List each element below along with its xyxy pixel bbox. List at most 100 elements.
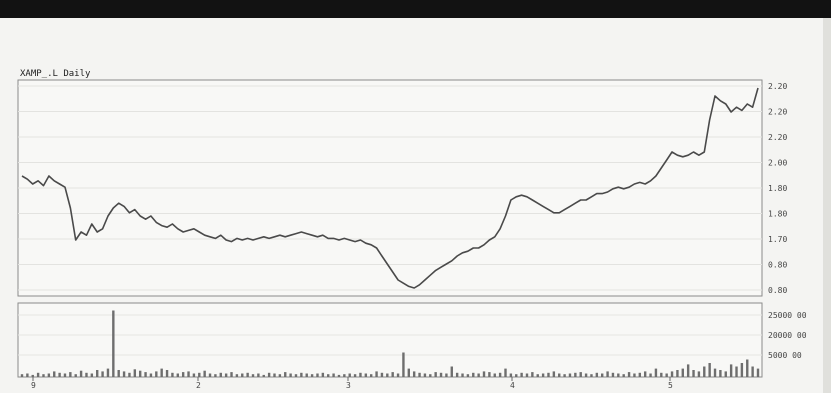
volume-bar (133, 369, 137, 377)
volume-bar (101, 371, 104, 377)
volume-bar (649, 373, 652, 377)
volume-bar (611, 372, 615, 377)
volume-bar (670, 371, 674, 377)
volume-bar (466, 374, 470, 377)
volume-bar (337, 374, 341, 377)
x-tick-label: 3 (346, 381, 351, 390)
volume-bar (638, 372, 642, 377)
volume-bar (224, 373, 228, 377)
price-y-tick-label: 2.20 (768, 82, 787, 91)
volume-bar (42, 374, 45, 377)
volume-bar (423, 373, 427, 377)
volume-bar (660, 372, 663, 377)
x-tick-label: 4 (510, 381, 515, 390)
volume-bar (729, 364, 733, 377)
volume-bar (289, 373, 292, 377)
volume-bar (181, 372, 185, 377)
volume-bar (36, 372, 40, 377)
volume-y-tick-label: 5000 00 (768, 351, 802, 360)
volume-bar (106, 368, 110, 377)
volume-bar (26, 373, 29, 377)
volume-bar (155, 371, 158, 377)
volume-bar (128, 372, 131, 377)
volume-bar (504, 368, 507, 377)
volume-bar (230, 372, 233, 377)
volume-bar (171, 372, 174, 377)
volume-bar (219, 372, 222, 377)
volume-bar (203, 370, 206, 377)
volume-bar (58, 372, 61, 377)
volume-bar (69, 372, 72, 377)
price-y-tick-label: 2.00 (768, 159, 787, 168)
volume-bar (434, 372, 437, 377)
volume-bar (284, 372, 287, 377)
volume-bar (267, 372, 271, 377)
volume-bar (633, 373, 636, 377)
volume-bar (316, 373, 319, 377)
volume-bar (348, 373, 351, 377)
top-dark-bar (0, 0, 831, 18)
volume-bar (617, 373, 620, 377)
volume-bar (686, 364, 690, 377)
volume-bar (622, 374, 625, 377)
x-tick-label: 5 (668, 381, 673, 390)
volume-bar (751, 366, 754, 377)
volume-bar (375, 371, 378, 377)
volume-bar (90, 373, 94, 377)
price-series-line (21, 87, 759, 289)
x-tick-label: 9 (31, 381, 36, 390)
volume-bar (53, 371, 56, 377)
volume-bar (713, 368, 717, 377)
volume-bar (402, 352, 405, 377)
volume-bar (606, 371, 609, 377)
volume-bar (235, 374, 239, 377)
volume-bar (450, 366, 453, 377)
volume-bar (515, 374, 518, 377)
volume-bar (681, 368, 684, 377)
volume-bar (676, 370, 679, 377)
volume-bar (396, 373, 400, 377)
volume-bar (305, 373, 308, 377)
volume-bar (654, 368, 658, 377)
volume-bar (117, 370, 120, 377)
volume-bar (353, 374, 357, 377)
volume-panel (17, 302, 763, 378)
volume-bar (439, 372, 443, 377)
volume-bar (138, 370, 142, 377)
volume-bar (509, 373, 513, 377)
volume-bar (735, 366, 738, 377)
volume-bar (20, 374, 24, 377)
volume-bar (85, 372, 88, 377)
price-y-tick-label: 2.20 (768, 133, 787, 142)
volume-bar (740, 363, 744, 377)
price-y-tick-label: 2.20 (768, 108, 787, 117)
volume-bar (79, 370, 83, 377)
volume-bar (719, 370, 722, 377)
volume-bar (407, 368, 411, 377)
volume-bar (214, 374, 217, 377)
volume-bar (482, 371, 486, 377)
volume-bar (176, 373, 179, 377)
volume-bar (364, 373, 368, 377)
volume-bar (257, 373, 260, 377)
price-y-tick-label: 1.80 (768, 184, 787, 193)
volume-bar (160, 368, 163, 377)
volume-bar (187, 371, 190, 377)
volume-bar (412, 371, 416, 377)
volume-bar (477, 373, 480, 377)
volume-bar (294, 374, 298, 377)
volume-bar (273, 373, 276, 377)
volume-bar (708, 363, 711, 377)
volume-bar (579, 372, 582, 377)
volume-bar (643, 371, 647, 377)
volume-bar (112, 310, 115, 377)
volume-bar (332, 373, 335, 377)
volume-bar (122, 371, 126, 377)
volume-bar (262, 374, 265, 377)
volume-bar (563, 374, 566, 377)
volume-bar (149, 373, 153, 377)
volume-bar (493, 373, 496, 377)
volume-bar (498, 372, 502, 377)
volume-bar (472, 372, 475, 377)
volume-bar (665, 373, 668, 377)
